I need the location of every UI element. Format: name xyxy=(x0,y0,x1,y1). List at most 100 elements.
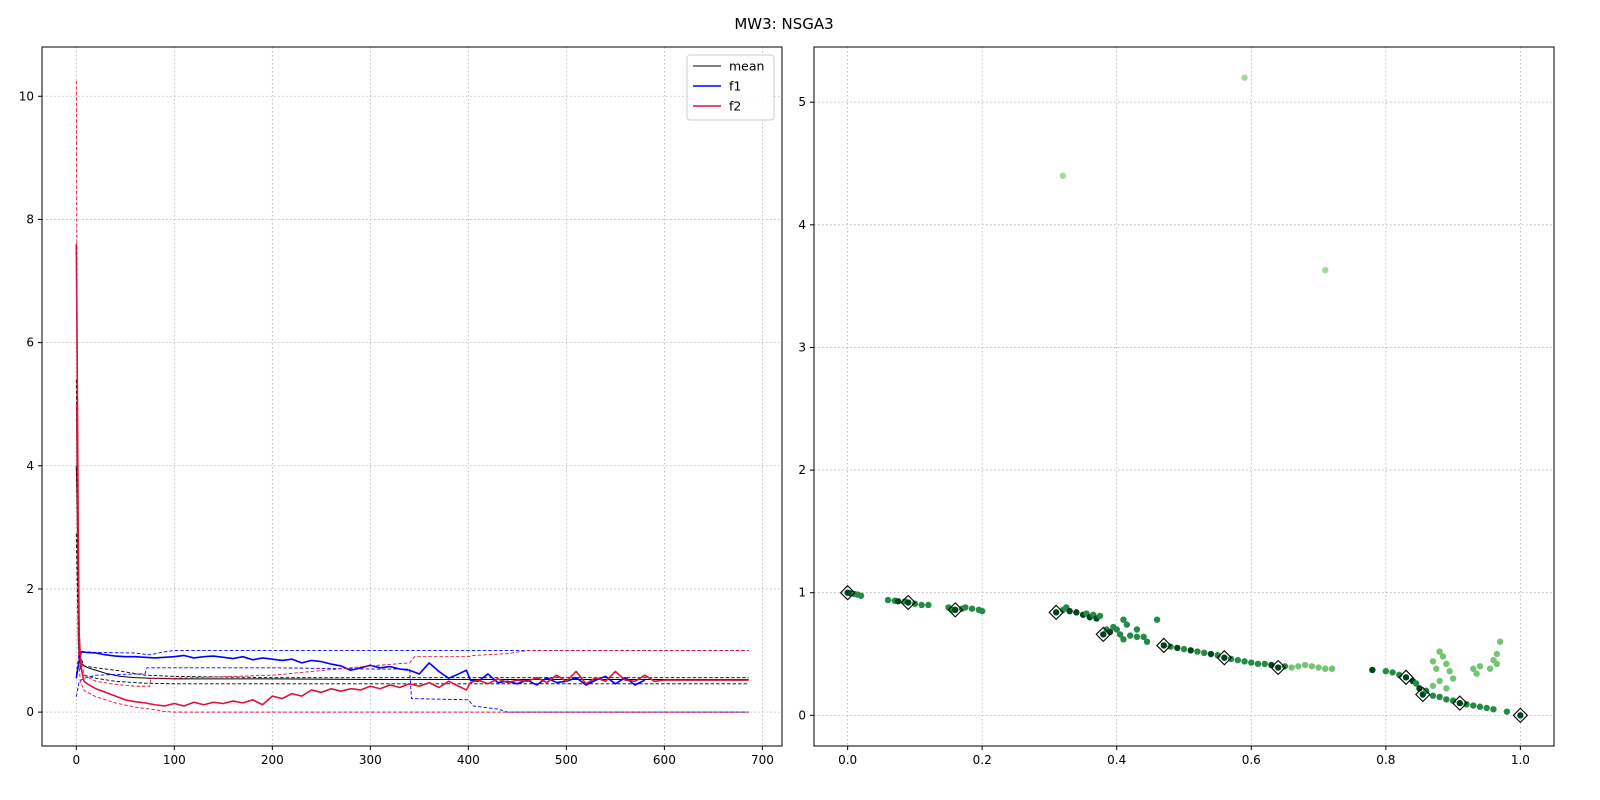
scatter-point xyxy=(1496,638,1504,645)
right-y-ticks: 0 1 2 3 4 5 xyxy=(798,95,814,722)
reference-diamond-marker xyxy=(1156,637,1172,654)
right-scatter-points xyxy=(844,74,1524,719)
scatter-point xyxy=(1059,172,1067,179)
figure-title: MW3: NSGA3 xyxy=(734,15,833,33)
scatter-point xyxy=(1322,266,1329,274)
scatter-point xyxy=(1402,674,1410,681)
scatter-point xyxy=(1433,665,1440,672)
scatter-point xyxy=(1123,621,1131,628)
scatter-point xyxy=(1187,647,1194,654)
y-tick-label: 3 xyxy=(798,340,806,354)
scatter-point xyxy=(911,600,919,607)
scatter-point xyxy=(1436,648,1443,655)
scatter-point xyxy=(1517,712,1524,719)
right-axes-frame xyxy=(813,46,1555,747)
left-y-ticks: 0 2 4 6 8 10 xyxy=(19,89,42,719)
scatter-point xyxy=(1490,706,1497,713)
scatter-point xyxy=(1214,652,1221,659)
x-tick-label: 0.0 xyxy=(838,753,857,767)
right-grid xyxy=(814,47,1554,746)
scatter-point xyxy=(1308,663,1316,670)
scatter-point xyxy=(1096,612,1104,620)
scatter-point xyxy=(1446,667,1453,675)
scatter-point xyxy=(1295,663,1302,670)
scatter-point xyxy=(1066,607,1073,615)
scatter-point xyxy=(1369,666,1376,674)
scatter-point xyxy=(1248,659,1255,666)
scatter-point xyxy=(1429,682,1437,690)
scatter-point xyxy=(1412,680,1420,687)
y-tick-label: 1 xyxy=(798,586,806,600)
legend-box xyxy=(686,54,775,121)
scatter-point xyxy=(1429,692,1437,699)
y-tick-label: 0 xyxy=(26,705,34,719)
scatter-point xyxy=(1436,693,1443,701)
scatter-point xyxy=(1153,616,1161,623)
pareto-scatter-plot: 0.0 0.2 0.4 0.6 0.8 1.0 0 1 2 3 4 5 xyxy=(798,46,1555,767)
scatter-point xyxy=(962,604,969,611)
scatter-point xyxy=(1436,677,1443,685)
legend-label-f2: f2 xyxy=(729,99,741,114)
scatter-point xyxy=(1449,675,1457,682)
scatter-point xyxy=(1288,664,1295,671)
scatter-point xyxy=(1493,650,1501,658)
left-axes-frame xyxy=(41,46,783,747)
x-tick-label: 200 xyxy=(261,753,284,767)
scatter-point xyxy=(1328,665,1336,672)
reference-diamond-marker xyxy=(900,594,916,611)
reference-diamond-marker xyxy=(1216,649,1233,666)
scatter-point xyxy=(978,607,986,615)
scatter-point xyxy=(1281,663,1289,670)
legend-label-f1: f1 xyxy=(729,79,741,94)
reference-diamond-marker xyxy=(839,584,856,601)
scatter-point xyxy=(968,605,976,612)
scatter-point xyxy=(1241,658,1248,665)
scatter-point xyxy=(1100,631,1107,638)
scatter-point xyxy=(1476,663,1484,670)
scatter-point xyxy=(1301,661,1309,669)
scatter-point xyxy=(1200,649,1208,656)
scatter-point xyxy=(1120,616,1127,623)
y-tick-label: 2 xyxy=(26,582,34,596)
scatter-point xyxy=(1456,699,1464,707)
scatter-point xyxy=(1073,609,1080,616)
scatter-point xyxy=(1160,642,1168,649)
scatter-point xyxy=(1382,667,1390,675)
scatter-point xyxy=(1473,670,1480,677)
series-bound-line xyxy=(75,650,749,676)
scatter-point xyxy=(1143,638,1151,645)
y-tick-label: 2 xyxy=(798,463,806,477)
x-tick-label: 0.6 xyxy=(1242,753,1261,767)
x-tick-label: 500 xyxy=(555,753,578,767)
x-tick-label: 0.8 xyxy=(1376,753,1395,767)
scatter-point xyxy=(1133,626,1141,633)
scatter-point xyxy=(1052,609,1060,616)
scatter-point xyxy=(1194,648,1201,655)
scatter-point xyxy=(1174,644,1181,652)
reference-diamond-marker xyxy=(1452,695,1468,711)
scatter-point xyxy=(1126,632,1134,639)
y-tick-label: 8 xyxy=(26,212,34,226)
scatter-point xyxy=(1463,701,1470,708)
scatter-point xyxy=(1221,654,1228,661)
scatter-point xyxy=(884,596,892,604)
x-tick-label: 600 xyxy=(653,753,676,767)
legend-label-mean: mean xyxy=(729,59,764,74)
scatter-point xyxy=(1254,660,1262,668)
reference-diamond-marker xyxy=(1270,659,1286,676)
x-tick-label: 0.4 xyxy=(1107,753,1126,767)
scatter-point xyxy=(918,601,925,609)
scatter-point xyxy=(1116,631,1124,638)
x-tick-label: 400 xyxy=(457,753,480,767)
scatter-point xyxy=(1120,636,1127,643)
left-series-lines xyxy=(75,80,749,713)
reference-diamond-marker xyxy=(1398,669,1414,686)
series-bound-line xyxy=(75,404,749,713)
scatter-point xyxy=(1486,665,1494,672)
x-tick-label: 700 xyxy=(751,753,774,767)
convergence-plot: 0 100 200 300 400 500 600 700 0 2 4 6 8 10 mean f1 f2 xyxy=(19,46,783,767)
series-bound-line xyxy=(75,80,749,687)
scatter-point xyxy=(1207,650,1215,658)
legend: mean f1 f2 xyxy=(686,54,775,121)
